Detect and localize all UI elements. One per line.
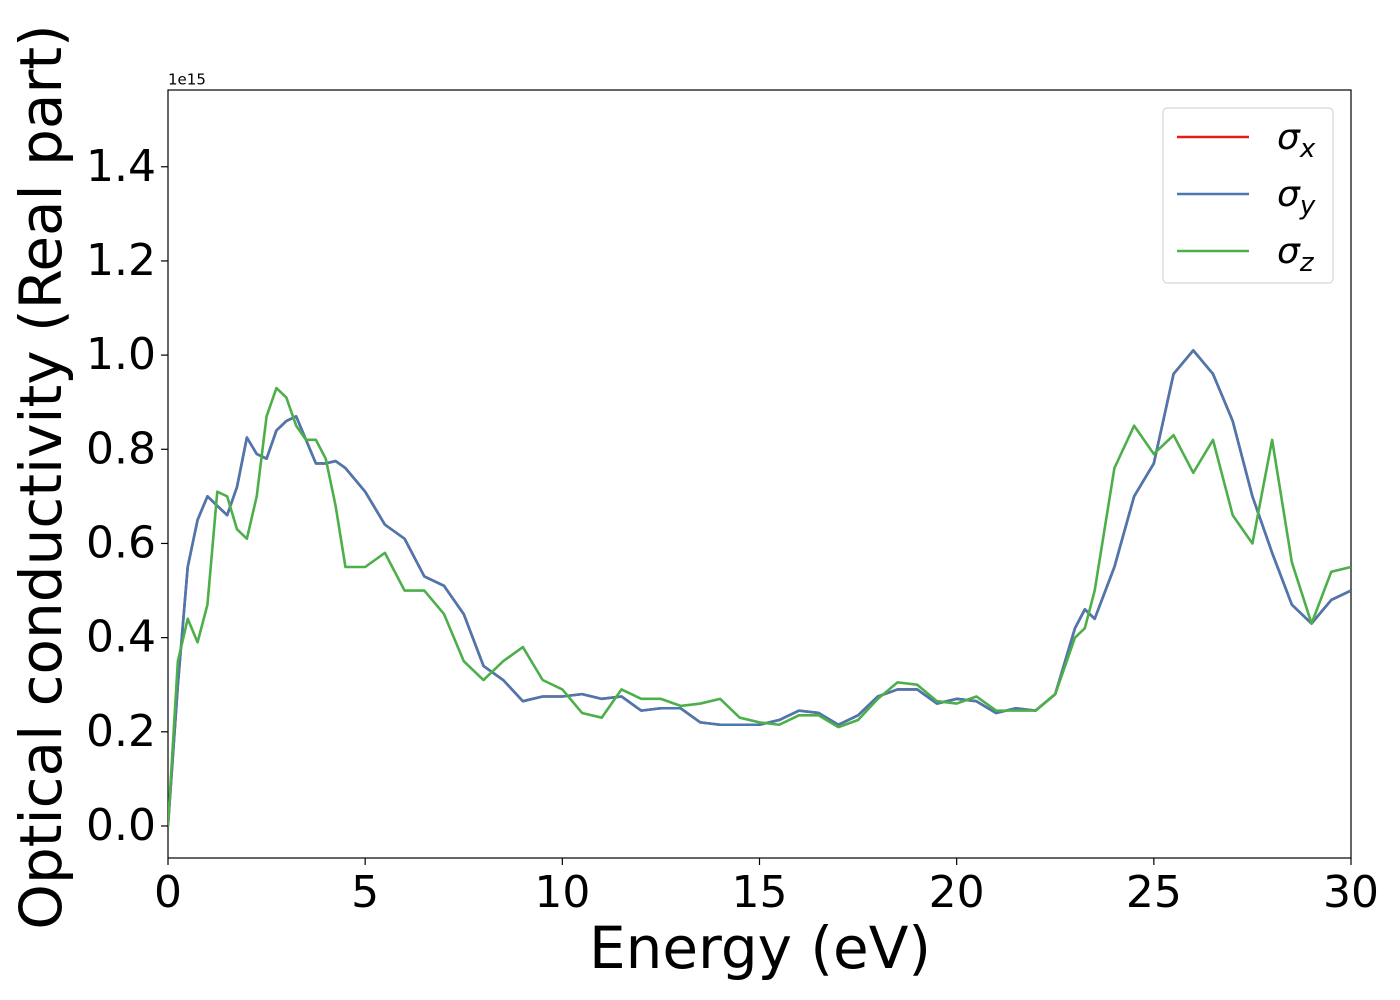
x-tick-label: 25 xyxy=(1126,867,1182,918)
x-tick-label: 0 xyxy=(154,867,182,918)
x-tick-label: 5 xyxy=(351,867,379,918)
legend-box xyxy=(1162,107,1334,284)
x-axis-label: Energy (eV) xyxy=(589,914,931,982)
y-tick-label: 0.2 xyxy=(86,706,156,757)
y-offset-label: 1e15 xyxy=(168,71,206,89)
legend-label: σz xyxy=(1277,231,1315,278)
x-tick-label: 20 xyxy=(929,867,985,918)
legend-label: σy xyxy=(1277,174,1316,221)
series-line xyxy=(168,386,1351,827)
y-tick-label: 1.4 xyxy=(86,141,156,192)
legend-label: σx xyxy=(1277,117,1316,164)
series-line xyxy=(168,349,1351,827)
x-tick-label: 30 xyxy=(1323,867,1379,918)
y-tick-label: 0.0 xyxy=(86,800,156,851)
y-tick-label: 0.4 xyxy=(86,612,156,663)
series-line xyxy=(168,349,1351,827)
y-axis-label: Optical conductivity (Real part) xyxy=(7,24,75,929)
y-tick-label: 1.0 xyxy=(86,329,156,380)
y-tick-label: 1.2 xyxy=(86,235,156,286)
x-tick-label: 10 xyxy=(534,867,590,918)
y-tick-label: 0.8 xyxy=(86,423,156,474)
x-tick-label: 15 xyxy=(732,867,788,918)
y-tick-label: 0.6 xyxy=(86,517,156,568)
